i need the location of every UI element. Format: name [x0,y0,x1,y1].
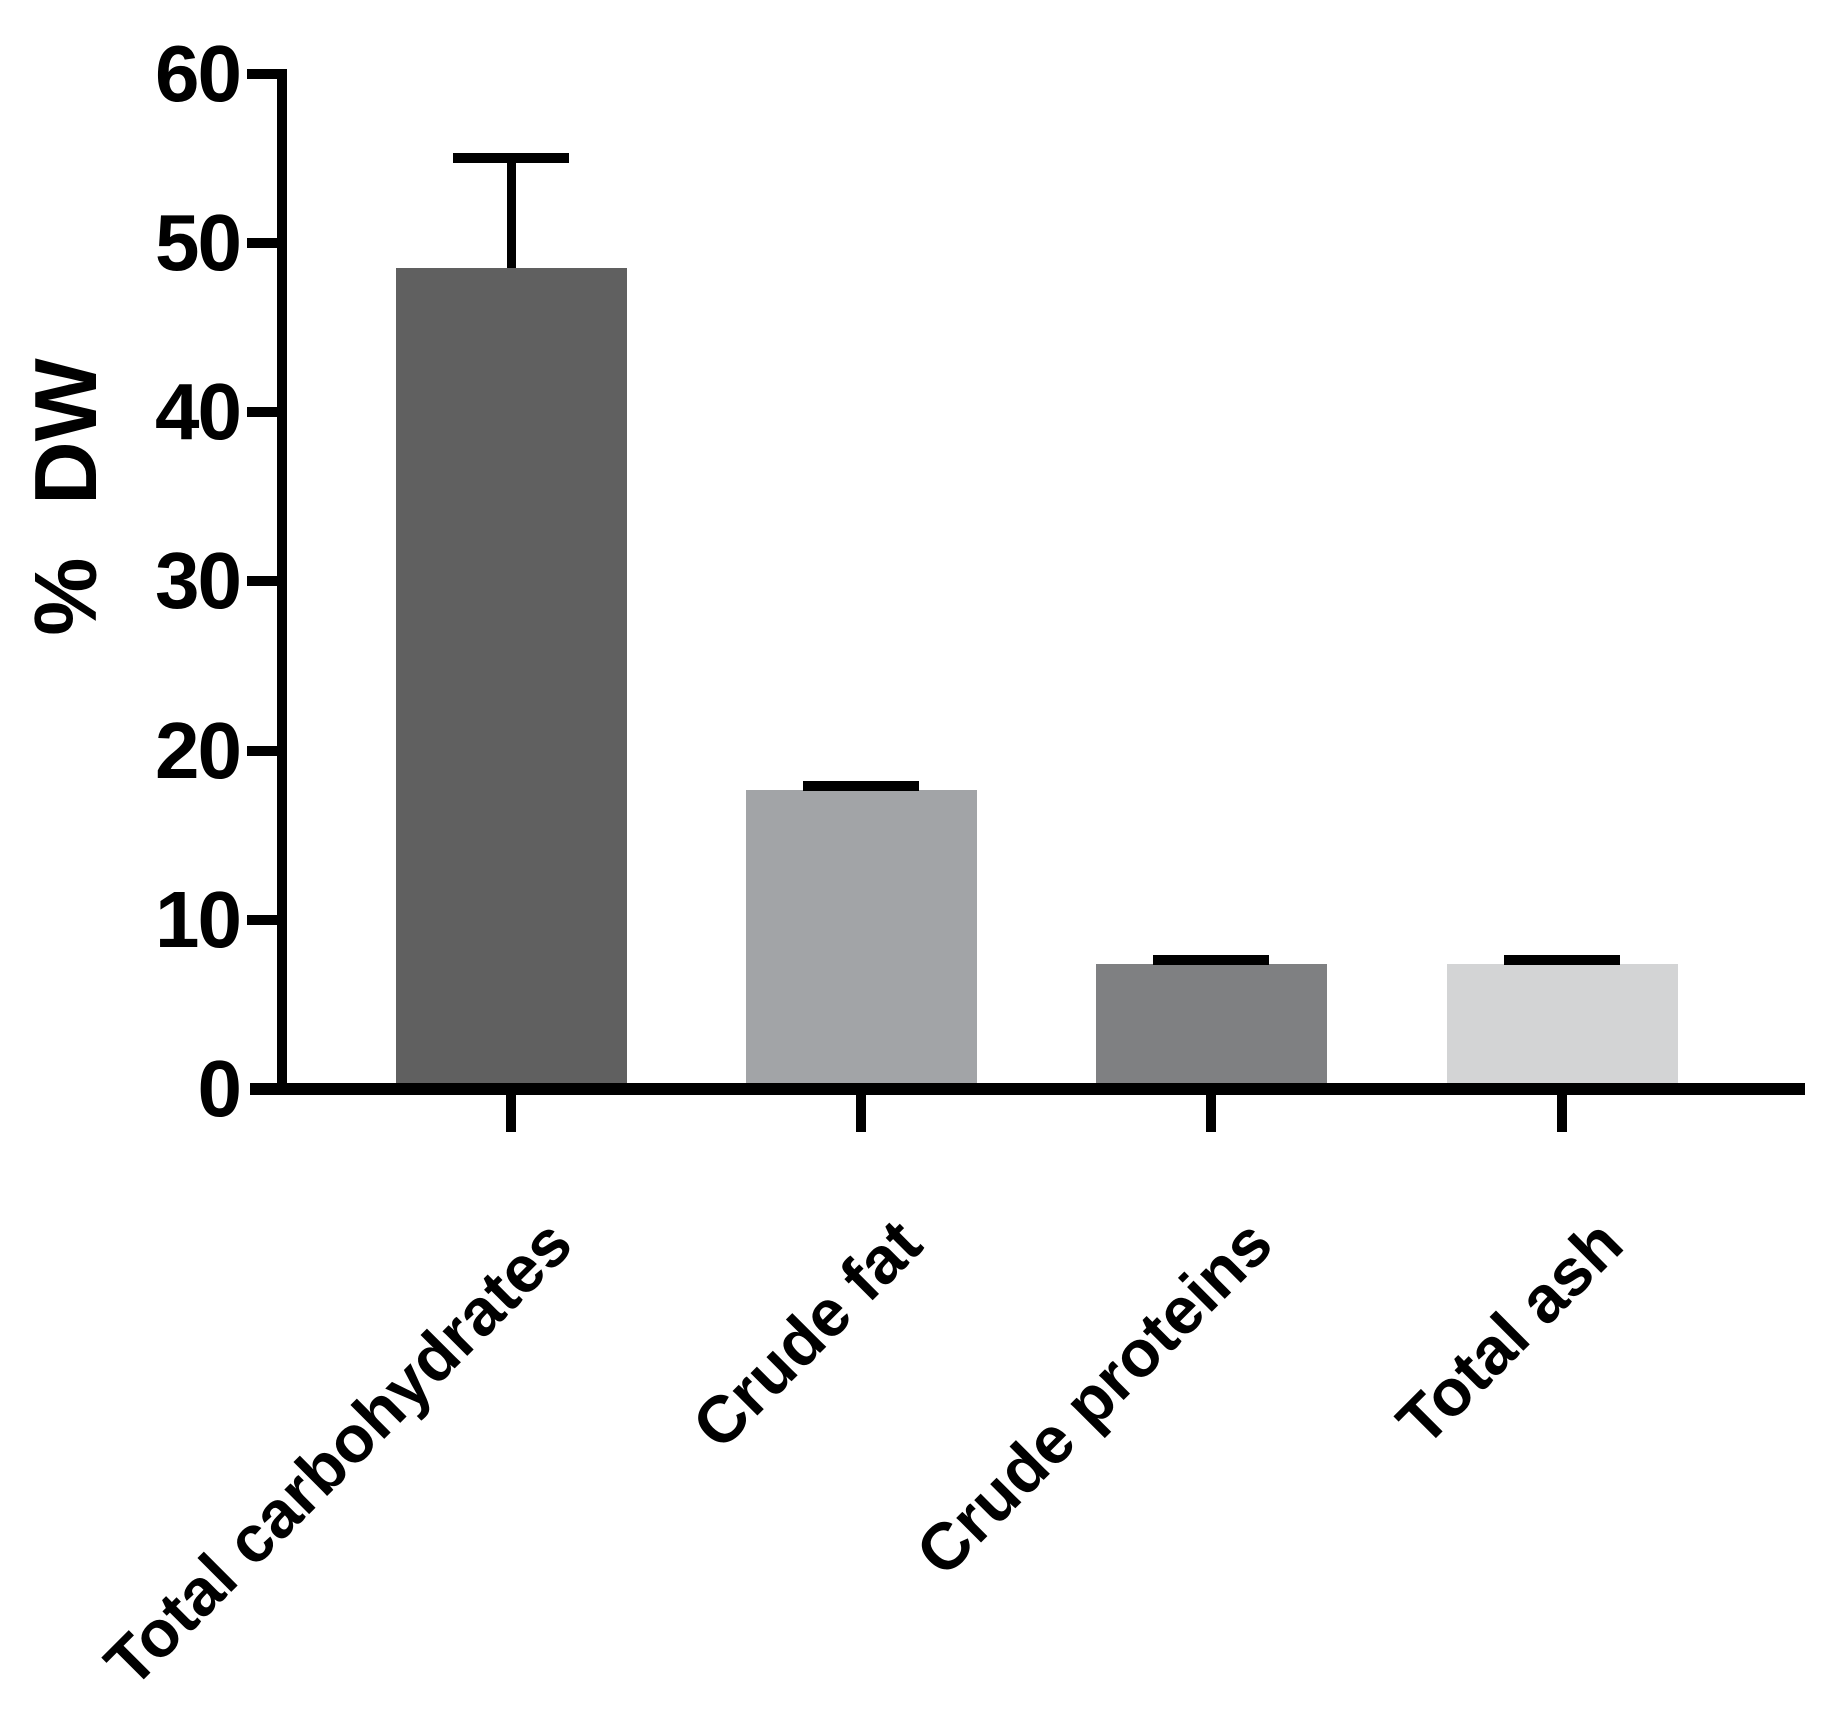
y-tick-label: 60 [155,28,242,118]
y-axis-line [277,69,287,1095]
error-bar-cap [1153,955,1269,966]
error-bar-cap [453,153,569,164]
y-tick-label: 30 [155,536,242,626]
x-tick [506,1095,516,1132]
x-category-label-total-carbohydrates: Total carbohydrates [90,1205,586,1701]
x-tick [856,1095,866,1132]
bar-crude-proteins [1095,963,1327,1083]
error-bar-cap [803,781,919,792]
bar-total-carbohydrates [395,268,627,1083]
y-tick [247,576,277,587]
y-tick-label: 20 [155,705,242,795]
x-tick [1206,1095,1216,1132]
y-tick [247,745,277,756]
y-tick [247,68,277,79]
y-tick-label: 0 [197,1044,243,1133]
x-category-label-crude-fat: Crude fat [678,1205,936,1463]
y-tick-label: 10 [155,874,242,964]
error-bar-cap [1504,955,1620,966]
x-tick [1557,1095,1567,1132]
y-tick [247,407,277,418]
bar-crude-fat [745,789,977,1083]
y-tick-label: 40 [155,367,242,457]
y-tick [247,238,277,248]
bar-total-ash [1446,963,1678,1083]
error-bar-stem [506,158,516,271]
x-category-label-crude-proteins: Crude proteins [901,1205,1286,1590]
x-axis-line [250,1083,1805,1095]
y-tick [247,914,277,925]
y-tick-label: 50 [155,198,242,287]
x-category-label-total-ash: Total ash [1382,1205,1637,1459]
